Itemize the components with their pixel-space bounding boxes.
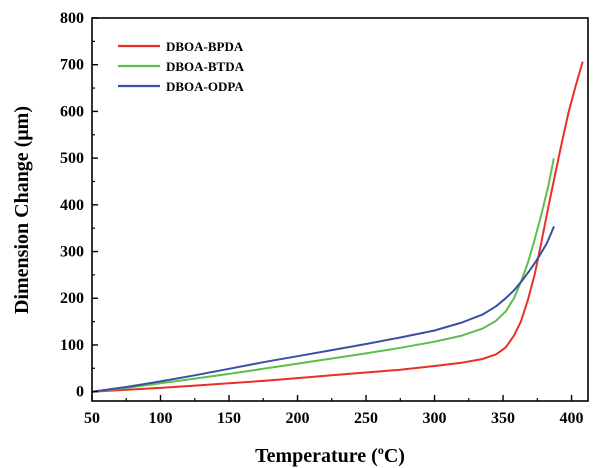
y-tick-label-100: 100 bbox=[60, 337, 84, 354]
x-tick-label-300: 300 bbox=[423, 410, 447, 427]
y-tick-label-200: 200 bbox=[60, 290, 84, 307]
y-axis-title: Dimension Change (μm) bbox=[11, 106, 33, 314]
plot-lines bbox=[91, 61, 584, 393]
legend: DBOA-BPDA DBOA-BTDA DBOA-ODPA bbox=[118, 39, 245, 94]
legend-label-dboa-bpda: DBOA-BPDA bbox=[166, 39, 244, 54]
y-tick-label-400: 400 bbox=[60, 197, 84, 214]
axis-ticks: 50 100 150 200 250 300 350 400 0 100 200 300 400 500 6… bbox=[60, 10, 584, 427]
x-tick-label-50: 50 bbox=[84, 410, 100, 427]
y-tick-label-800: 800 bbox=[60, 10, 84, 27]
x-tick-label-350: 350 bbox=[491, 410, 515, 427]
series-line-dboa-btda bbox=[91, 158, 555, 393]
x-axis-title-superscript: o bbox=[378, 443, 384, 457]
series-line-dboa-odpa bbox=[91, 226, 555, 393]
y-tick-label-300: 300 bbox=[60, 244, 84, 261]
series-line-dboa-bpda bbox=[91, 61, 584, 393]
x-tick-label-150: 150 bbox=[217, 410, 241, 427]
y-tick-label-600: 600 bbox=[60, 103, 84, 120]
plot-frame bbox=[91, 17, 589, 402]
y-tick-label-500: 500 bbox=[60, 150, 84, 167]
x-tick-label-200: 200 bbox=[286, 410, 310, 427]
x-tick-label-400: 400 bbox=[560, 410, 584, 427]
y-tick-label-0: 0 bbox=[76, 384, 84, 401]
x-tick-label-100: 100 bbox=[149, 410, 173, 427]
legend-label-dboa-odpa: DBOA-ODPA bbox=[166, 79, 244, 94]
legend-label-dboa-btda: DBOA-BTDA bbox=[166, 59, 245, 74]
x-tick-label-250: 250 bbox=[354, 410, 378, 427]
x-axis-title: Temperature (oC) bbox=[255, 443, 405, 467]
y-tick-label-700: 700 bbox=[60, 57, 84, 74]
